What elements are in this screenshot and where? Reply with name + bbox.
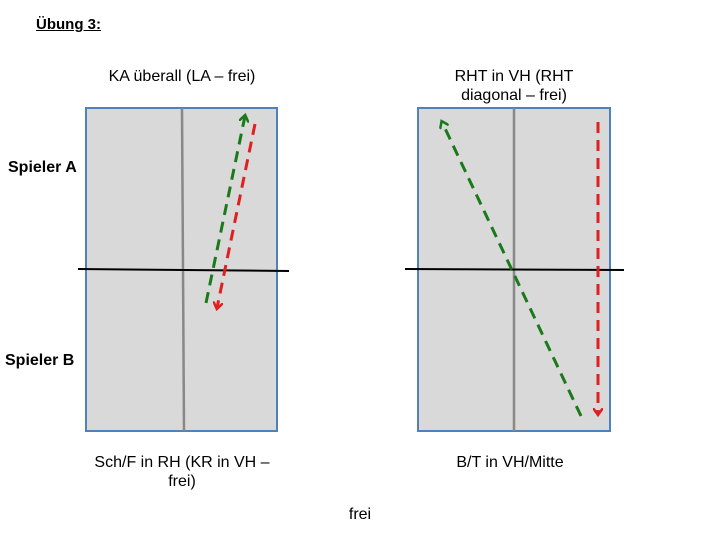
- right-table-bottom-caption: B/T in VH/Mitte: [456, 454, 564, 471]
- left-table: [77, 107, 290, 432]
- exercise-heading: Übung 3:: [36, 16, 101, 33]
- left-red-arrow: [217, 123, 257, 308]
- right-table: [404, 107, 625, 432]
- left-table-top-caption: KA überall (LA – frei): [108, 68, 256, 85]
- right-table-top-caption: RHT in VH (RHT diagonal – frei): [454, 68, 574, 104]
- player-b-label: Spieler B: [5, 352, 75, 369]
- player-a-label: Spieler A: [8, 159, 77, 176]
- left-green-arrow: [204, 116, 245, 304]
- left-table-net: [77, 268, 290, 272]
- footer-note: frei: [348, 506, 372, 523]
- right-green-arrow: [442, 122, 583, 417]
- right-table-net: [404, 268, 625, 271]
- left-table-bottom-caption: Sch/F in RH (KR in VH – frei): [94, 454, 270, 490]
